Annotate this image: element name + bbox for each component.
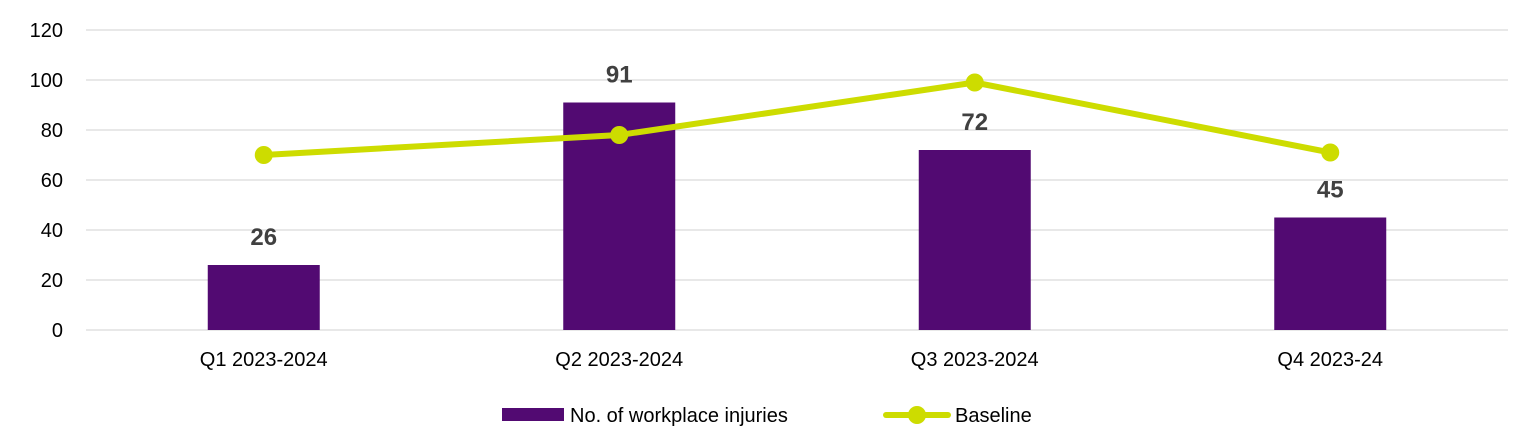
y-tick-label: 20 (41, 270, 63, 292)
bar-data-label: 26 (250, 224, 277, 251)
legend-label-baseline: Baseline (955, 405, 1032, 427)
bar-series (207, 102, 1387, 330)
x-axis-ticks: Q1 2023-2024 Q2 2023-2024 Q3 2023-2024 Q4 2… (200, 349, 1383, 371)
x-tick-label: Q4 2023-24 (1277, 349, 1383, 371)
bar-data-label: 72 (961, 109, 988, 136)
baseline-point (610, 126, 629, 144)
gridlines (86, 29, 1508, 331)
bar (918, 150, 1031, 330)
x-tick-label: Q1 2023-2024 (200, 349, 328, 371)
y-tick-label: 80 (41, 120, 63, 142)
y-tick-label: 40 (41, 220, 63, 242)
baseline-line (260, 79, 1334, 158)
baseline-series (254, 73, 1340, 164)
bar (207, 265, 320, 330)
baseline-point (254, 146, 273, 164)
x-tick-label: Q2 2023-2024 (555, 349, 683, 371)
bar-data-label: 91 (606, 62, 633, 89)
y-tick-label: 120 (30, 20, 63, 42)
legend-marker-baseline (908, 406, 926, 424)
baseline-point (1321, 143, 1340, 162)
y-tick-label: 60 (41, 170, 63, 192)
legend-swatch-injuries (502, 408, 564, 421)
bar-data-labels: 26 91 72 45 (250, 62, 1343, 252)
y-tick-label: 100 (30, 70, 63, 92)
bar (1274, 217, 1387, 330)
x-tick-label: Q3 2023-2024 (911, 349, 1039, 371)
baseline-point (965, 73, 984, 92)
y-axis-ticks: 0 20 40 60 80 100 120 (30, 20, 63, 342)
legend: No. of workplace injuries Baseline (502, 405, 1032, 427)
bar-data-label: 45 (1317, 177, 1344, 204)
legend-label-injuries: No. of workplace injuries (570, 405, 788, 427)
y-tick-label: 0 (52, 320, 63, 342)
